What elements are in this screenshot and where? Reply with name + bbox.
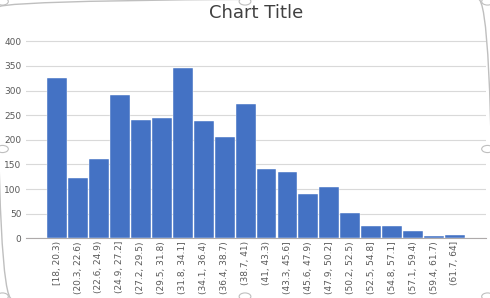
Bar <box>341 213 360 238</box>
Bar <box>68 178 88 238</box>
Bar <box>47 78 67 238</box>
Title: Chart Title: Chart Title <box>209 4 303 22</box>
Bar <box>257 169 276 238</box>
Bar <box>215 137 235 238</box>
Bar <box>445 235 465 238</box>
Bar <box>173 68 193 238</box>
Bar <box>403 231 423 238</box>
Bar <box>424 236 444 238</box>
Bar <box>89 159 109 238</box>
Bar <box>131 120 151 238</box>
Bar <box>361 226 381 238</box>
Bar <box>382 226 402 238</box>
Bar <box>152 118 172 238</box>
Bar <box>236 104 255 238</box>
Bar <box>277 172 297 238</box>
Bar <box>110 95 130 238</box>
Bar <box>319 187 339 238</box>
Bar <box>194 121 214 238</box>
Bar <box>298 194 318 238</box>
